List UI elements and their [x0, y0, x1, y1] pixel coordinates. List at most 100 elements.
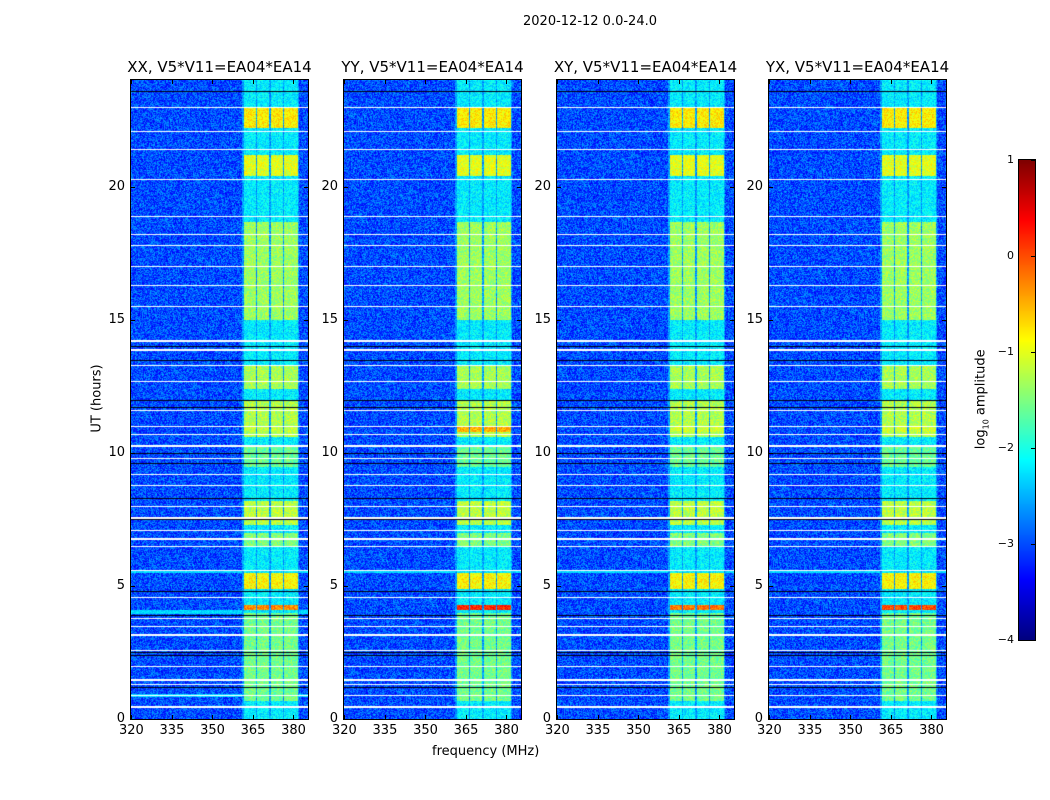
x-tick-mark	[425, 80, 427, 84]
y-tick-label: 20	[746, 178, 763, 194]
x-tick-label: 350	[413, 723, 438, 738]
y-tick-mark	[730, 319, 734, 321]
x-tick-mark	[344, 80, 345, 84]
y-tick-mark	[769, 452, 773, 454]
x-tick-mark	[809, 80, 811, 84]
y-tick-label: 0	[754, 711, 763, 726]
colorbar-label: log10 amplitude	[974, 347, 991, 451]
x-tick-mark	[931, 715, 933, 719]
x-tick-mark	[557, 80, 558, 84]
x-tick-mark	[212, 80, 214, 84]
x-tick-mark	[850, 80, 852, 84]
colorbar	[1018, 159, 1036, 641]
panel-title: XX, V5*V11=EA04*EA14	[127, 58, 312, 76]
x-tick-mark	[719, 715, 721, 719]
y-tick-mark	[517, 452, 521, 454]
x-tick-label: 335	[372, 723, 398, 738]
heatmap-image	[557, 80, 734, 719]
x-tick-label: 320	[757, 723, 782, 738]
x-tick-label: 365	[453, 723, 479, 738]
x-tick-mark	[506, 80, 508, 84]
y-tick-mark	[131, 319, 135, 321]
x-tick-label: 320	[545, 723, 570, 738]
x-tick-mark	[890, 80, 892, 84]
x-tick-mark	[344, 715, 345, 719]
x-tick-mark	[465, 80, 467, 84]
colorbar-gradient	[1019, 160, 1035, 640]
colorbar-tick-label: −4	[997, 633, 1014, 646]
colorbar-tick-mark	[1031, 640, 1035, 641]
x-tick-mark	[809, 715, 811, 719]
x-tick-mark	[557, 715, 558, 719]
x-tick-mark	[252, 80, 254, 84]
x-tick-label: 380	[281, 723, 306, 738]
y-tick-mark	[942, 319, 946, 321]
x-tick-label: 365	[666, 723, 692, 738]
x-tick-label: 380	[494, 723, 519, 738]
colorbar-tick-label: −2	[997, 441, 1014, 454]
x-tick-label: 365	[878, 723, 904, 738]
x-tick-mark	[506, 715, 508, 719]
y-tick-mark	[769, 719, 773, 720]
x-tick-mark	[850, 715, 852, 719]
colorbar-tick-mark	[1031, 544, 1035, 545]
y-tick-mark	[730, 452, 734, 454]
x-tick-label: 335	[585, 723, 611, 738]
y-tick-mark	[131, 186, 135, 188]
x-tick-label: 335	[797, 723, 823, 738]
y-tick-mark	[131, 585, 135, 587]
y-tick-label: 15	[534, 311, 551, 327]
x-tick-mark	[638, 715, 640, 719]
y-tick-mark	[517, 585, 521, 587]
y-tick-mark	[131, 452, 135, 454]
panel-title: YY, V5*V11=EA04*EA14	[341, 58, 524, 76]
x-tick-label: 380	[919, 723, 944, 738]
heatmap-panel-xx	[130, 79, 309, 720]
colorbar-tick-mark	[1031, 160, 1035, 161]
x-axis-label: frequency (MHz)	[432, 744, 540, 759]
y-tick-mark	[730, 719, 734, 720]
y-tick-mark	[304, 452, 308, 454]
x-tick-label: 320	[119, 723, 144, 738]
y-tick-mark	[557, 319, 561, 321]
x-tick-label: 335	[159, 723, 185, 738]
x-tick-mark	[171, 80, 173, 84]
colorbar-tick-mark	[1031, 352, 1035, 353]
y-tick-label: 10	[108, 444, 125, 460]
colorbar-tick-label: 0	[1007, 249, 1014, 262]
y-tick-mark	[730, 585, 734, 587]
y-tick-mark	[942, 719, 946, 720]
x-tick-label: 365	[240, 723, 266, 738]
y-tick-label: 15	[321, 311, 338, 327]
x-tick-mark	[171, 715, 173, 719]
y-tick-mark	[517, 186, 521, 188]
y-tick-mark	[769, 186, 773, 188]
x-tick-mark	[597, 80, 599, 84]
x-tick-mark	[638, 80, 640, 84]
x-tick-mark	[252, 715, 254, 719]
y-tick-mark	[304, 585, 308, 587]
heatmap-image	[344, 80, 521, 719]
y-tick-label: 15	[108, 311, 125, 327]
y-tick-label: 10	[321, 444, 338, 460]
y-tick-mark	[344, 452, 348, 454]
heatmap-panel-yx	[768, 79, 947, 720]
x-tick-label: 350	[626, 723, 651, 738]
y-tick-mark	[557, 186, 561, 188]
heatmap-image	[769, 80, 946, 719]
y-tick-mark	[304, 719, 308, 720]
y-tick-label: 10	[746, 444, 763, 460]
x-tick-mark	[465, 715, 467, 719]
x-tick-mark	[293, 715, 295, 719]
x-tick-mark	[384, 715, 386, 719]
x-tick-label: 350	[200, 723, 225, 738]
colorbar-tick-label: −1	[997, 345, 1014, 358]
y-tick-mark	[557, 719, 561, 720]
y-tick-mark	[769, 319, 773, 321]
y-tick-label: 0	[542, 711, 551, 726]
y-tick-mark	[557, 585, 561, 587]
x-tick-mark	[384, 80, 386, 84]
colorbar-tick-label: −3	[997, 537, 1014, 550]
x-tick-mark	[678, 80, 680, 84]
x-tick-mark	[719, 80, 721, 84]
